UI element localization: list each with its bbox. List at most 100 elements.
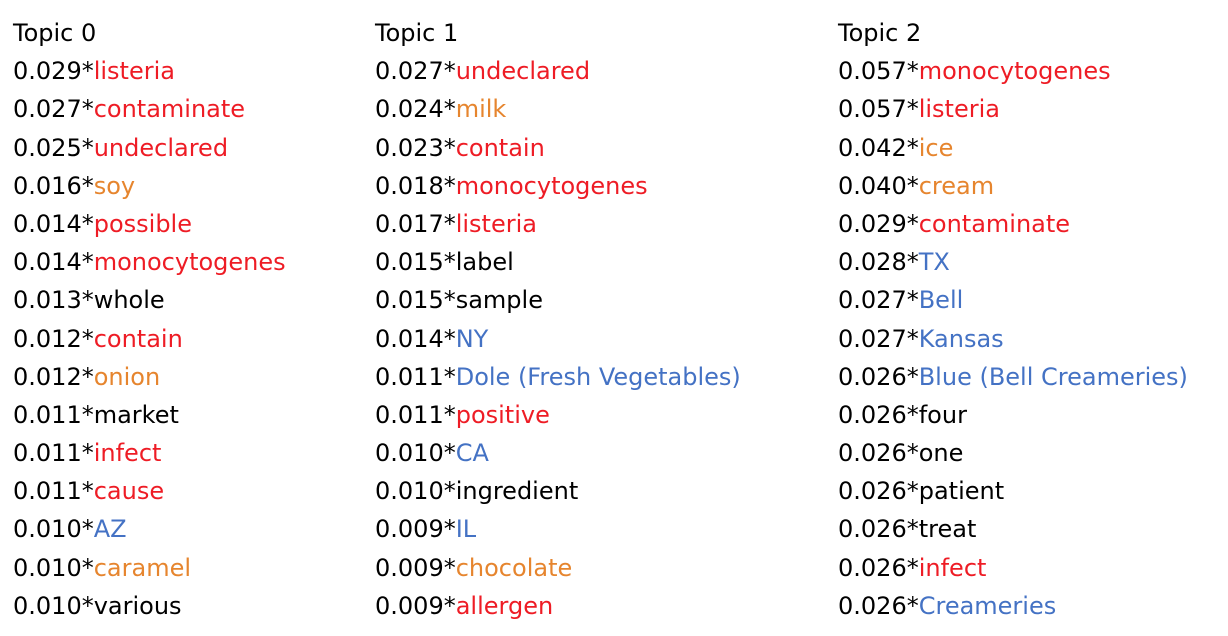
term-word: infect	[93, 439, 162, 468]
term-row: 0.023*contain	[375, 129, 741, 167]
term-word: AZ	[93, 515, 127, 544]
term-word: possible	[93, 209, 192, 238]
term-word: Creameries	[918, 591, 1057, 620]
term-row: 0.027*Kansas	[838, 320, 1188, 358]
term-weight: 0.029*	[13, 57, 94, 86]
term-word: undeclared	[93, 133, 229, 162]
term-row: 0.026*Blue (Bell Creameries)	[838, 358, 1188, 396]
term-list: 0.057*monocytogenes 0.057*listeria 0.042*i…	[838, 52, 1188, 625]
term-weight: 0.011*	[375, 400, 456, 429]
term-row: 0.042*ice	[838, 129, 1188, 167]
term-word: listeria	[455, 209, 537, 238]
term-word: infect	[918, 553, 987, 582]
term-weight: 0.057*	[838, 95, 919, 124]
term-weight: 0.010*	[375, 439, 456, 468]
term-row: 0.027*Bell	[838, 281, 1188, 319]
term-weight: 0.028*	[838, 248, 919, 277]
topic-column-2: Topic 2 0.057*monocytogenes 0.057*listeri…	[838, 14, 1188, 625]
term-row: 0.040*cream	[838, 167, 1188, 205]
term-word: label	[455, 248, 514, 277]
term-row: 0.010*caramel	[13, 549, 286, 587]
term-weight: 0.027*	[13, 95, 94, 124]
term-word: ingredient	[455, 477, 579, 506]
term-weight: 0.026*	[838, 515, 919, 544]
term-row: 0.015*label	[375, 243, 741, 281]
term-weight: 0.029*	[838, 209, 919, 238]
term-weight: 0.010*	[13, 591, 94, 620]
term-row: 0.029*listeria	[13, 52, 286, 90]
term-row: 0.024*milk	[375, 90, 741, 128]
term-word: cause	[93, 477, 165, 506]
term-row: 0.015*sample	[375, 281, 741, 319]
term-row: 0.010*AZ	[13, 510, 286, 548]
term-row: 0.009*chocolate	[375, 549, 741, 587]
term-weight: 0.017*	[375, 209, 456, 238]
term-word: sample	[455, 286, 543, 315]
term-word: one	[918, 439, 964, 468]
term-word: monocytogenes	[918, 57, 1111, 86]
term-word: contaminate	[93, 95, 246, 124]
term-word: caramel	[93, 553, 192, 582]
term-weight: 0.016*	[13, 171, 94, 200]
term-weight: 0.011*	[13, 477, 94, 506]
term-row: 0.017*listeria	[375, 205, 741, 243]
term-word: various	[93, 591, 182, 620]
term-weight: 0.009*	[375, 553, 456, 582]
term-weight: 0.027*	[375, 57, 456, 86]
term-word: listeria	[93, 57, 175, 86]
term-row: 0.009*allergen	[375, 587, 741, 625]
term-weight: 0.014*	[13, 248, 94, 277]
term-row: 0.026*Creameries	[838, 587, 1188, 625]
term-row: 0.016*soy	[13, 167, 286, 205]
term-row: 0.010*CA	[375, 434, 741, 472]
term-row: 0.011*infect	[13, 434, 286, 472]
term-list: 0.029*listeria 0.027*contaminate 0.025*und…	[13, 52, 286, 625]
term-word: IL	[455, 515, 477, 544]
term-word: TX	[918, 248, 950, 277]
term-word: milk	[455, 95, 507, 124]
term-row: 0.018*monocytogenes	[375, 167, 741, 205]
term-weight: 0.057*	[838, 57, 919, 86]
term-word: chocolate	[455, 553, 573, 582]
term-row: 0.057*listeria	[838, 90, 1188, 128]
term-row: 0.009*IL	[375, 510, 741, 548]
term-word: market	[93, 400, 179, 429]
term-word: treat	[918, 515, 977, 544]
term-row: 0.014*monocytogenes	[13, 243, 286, 281]
topic-column-0: Topic 0 0.029*listeria 0.027*contaminate 0…	[13, 14, 286, 625]
term-weight: 0.026*	[838, 362, 919, 391]
term-row: 0.013*whole	[13, 281, 286, 319]
term-row: 0.011*market	[13, 396, 286, 434]
term-word: contaminate	[918, 209, 1071, 238]
term-weight: 0.015*	[375, 248, 456, 277]
term-weight: 0.026*	[838, 439, 919, 468]
term-row: 0.026*treat	[838, 510, 1188, 548]
term-weight: 0.018*	[375, 171, 456, 200]
term-weight: 0.027*	[838, 324, 919, 353]
term-weight: 0.024*	[375, 95, 456, 124]
term-row: 0.011*cause	[13, 472, 286, 510]
term-weight: 0.026*	[838, 591, 919, 620]
term-weight: 0.011*	[13, 439, 94, 468]
term-word: contain	[93, 324, 183, 353]
term-weight: 0.013*	[13, 286, 94, 315]
term-weight: 0.014*	[13, 209, 94, 238]
term-weight: 0.009*	[375, 515, 456, 544]
term-row: 0.014*NY	[375, 320, 741, 358]
term-row: 0.011*Dole (Fresh Vegetables)	[375, 358, 741, 396]
term-row: 0.027*undeclared	[375, 52, 741, 90]
term-weight: 0.009*	[375, 591, 456, 620]
term-word: contain	[455, 133, 545, 162]
term-word: CA	[455, 439, 489, 468]
term-row: 0.012*contain	[13, 320, 286, 358]
topic-column-1: Topic 1 0.027*undeclared 0.024*milk 0.023*…	[375, 14, 741, 625]
term-row: 0.026*four	[838, 396, 1188, 434]
term-row: 0.011*positive	[375, 396, 741, 434]
term-word: soy	[93, 171, 136, 200]
topic-title: Topic 2	[838, 19, 922, 47]
term-row: 0.012*onion	[13, 358, 286, 396]
term-word: positive	[455, 400, 550, 429]
term-weight: 0.026*	[838, 400, 919, 429]
term-word: Kansas	[918, 324, 1004, 353]
term-weight: 0.015*	[375, 286, 456, 315]
